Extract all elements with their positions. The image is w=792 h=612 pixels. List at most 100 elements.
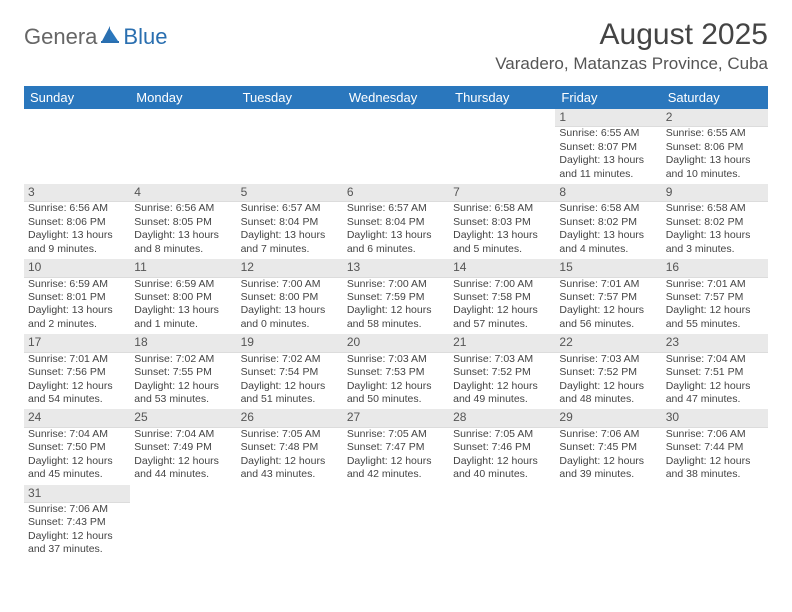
daylight-text: Daylight: 12 hours	[28, 455, 126, 468]
weekday-header: Monday	[130, 86, 236, 109]
logo-text-part1: Genera	[24, 24, 97, 50]
day-detail: Sunrise: 6:58 AMSunset: 8:02 PMDaylight:…	[555, 202, 661, 259]
day-detail: Sunrise: 6:58 AMSunset: 8:02 PMDaylight:…	[662, 202, 768, 259]
daylight-text: Daylight: 12 hours	[241, 380, 339, 393]
day-detail: Sunrise: 7:04 AMSunset: 7:49 PMDaylight:…	[130, 428, 236, 485]
day-detail: Sunrise: 6:55 AMSunset: 8:06 PMDaylight:…	[662, 127, 768, 184]
sunset-text: Sunset: 7:54 PM	[241, 366, 339, 379]
sunrise-text: Sunrise: 6:58 AM	[666, 202, 764, 215]
daylight-text: Daylight: 12 hours	[347, 455, 445, 468]
day-detail: Sunrise: 7:00 AMSunset: 7:59 PMDaylight:…	[343, 278, 449, 335]
day-number: 16	[662, 259, 768, 277]
day-number: 4	[130, 184, 236, 202]
calendar-cell: 3Sunrise: 6:56 AMSunset: 8:06 PMDaylight…	[24, 184, 130, 259]
sunset-text: Sunset: 7:49 PM	[134, 441, 232, 454]
day-number: 21	[449, 334, 555, 352]
daylight-text: and 42 minutes.	[347, 468, 445, 481]
calendar-row: 10Sunrise: 6:59 AMSunset: 8:01 PMDayligh…	[24, 259, 768, 334]
daylight-text: Daylight: 12 hours	[241, 455, 339, 468]
sunrise-text: Sunrise: 7:06 AM	[559, 428, 657, 441]
daylight-text: Daylight: 12 hours	[559, 380, 657, 393]
daylight-text: Daylight: 12 hours	[453, 304, 551, 317]
day-detail: Sunrise: 7:02 AMSunset: 7:55 PMDaylight:…	[130, 353, 236, 410]
weekday-header: Thursday	[449, 86, 555, 109]
calendar-cell: 14Sunrise: 7:00 AMSunset: 7:58 PMDayligh…	[449, 259, 555, 334]
weekday-header-row: Sunday Monday Tuesday Wednesday Thursday…	[24, 86, 768, 109]
calendar-cell	[237, 485, 343, 560]
day-number: 5	[237, 184, 343, 202]
sunset-text: Sunset: 7:52 PM	[559, 366, 657, 379]
sunrise-text: Sunrise: 7:01 AM	[559, 278, 657, 291]
daylight-text: Daylight: 13 hours	[134, 229, 232, 242]
calendar-cell: 13Sunrise: 7:00 AMSunset: 7:59 PMDayligh…	[343, 259, 449, 334]
day-number: 14	[449, 259, 555, 277]
sunrise-text: Sunrise: 6:58 AM	[559, 202, 657, 215]
calendar-row: 3Sunrise: 6:56 AMSunset: 8:06 PMDaylight…	[24, 184, 768, 259]
daylight-text: Daylight: 12 hours	[559, 304, 657, 317]
daylight-text: Daylight: 13 hours	[134, 304, 232, 317]
daylight-text: and 8 minutes.	[134, 243, 232, 256]
calendar-cell	[343, 485, 449, 560]
weekday-header: Friday	[555, 86, 661, 109]
daylight-text: Daylight: 12 hours	[453, 455, 551, 468]
daylight-text: Daylight: 13 hours	[559, 154, 657, 167]
sunset-text: Sunset: 7:51 PM	[666, 366, 764, 379]
calendar-cell: 20Sunrise: 7:03 AMSunset: 7:53 PMDayligh…	[343, 334, 449, 409]
daylight-text: and 49 minutes.	[453, 393, 551, 406]
daylight-text: Daylight: 13 hours	[559, 229, 657, 242]
sunset-text: Sunset: 7:55 PM	[134, 366, 232, 379]
day-detail: Sunrise: 7:01 AMSunset: 7:57 PMDaylight:…	[555, 278, 661, 335]
day-detail: Sunrise: 7:00 AMSunset: 7:58 PMDaylight:…	[449, 278, 555, 335]
calendar-cell	[343, 109, 449, 184]
sunset-text: Sunset: 8:02 PM	[559, 216, 657, 229]
daylight-text: and 51 minutes.	[241, 393, 339, 406]
sunset-text: Sunset: 8:02 PM	[666, 216, 764, 229]
calendar-row: 24Sunrise: 7:04 AMSunset: 7:50 PMDayligh…	[24, 409, 768, 484]
sunset-text: Sunset: 7:44 PM	[666, 441, 764, 454]
day-number: 2	[662, 109, 768, 127]
weekday-header: Wednesday	[343, 86, 449, 109]
calendar-cell: 9Sunrise: 6:58 AMSunset: 8:02 PMDaylight…	[662, 184, 768, 259]
sunset-text: Sunset: 8:00 PM	[241, 291, 339, 304]
sunrise-text: Sunrise: 6:57 AM	[347, 202, 445, 215]
day-detail: Sunrise: 6:56 AMSunset: 8:06 PMDaylight:…	[24, 202, 130, 259]
daylight-text: Daylight: 12 hours	[347, 380, 445, 393]
day-detail: Sunrise: 6:59 AMSunset: 8:01 PMDaylight:…	[24, 278, 130, 335]
daylight-text: Daylight: 12 hours	[559, 455, 657, 468]
weekday-header: Saturday	[662, 86, 768, 109]
sunset-text: Sunset: 7:58 PM	[453, 291, 551, 304]
day-detail: Sunrise: 7:00 AMSunset: 8:00 PMDaylight:…	[237, 278, 343, 335]
daylight-text: Daylight: 13 hours	[453, 229, 551, 242]
sunset-text: Sunset: 8:01 PM	[28, 291, 126, 304]
sunset-text: Sunset: 7:52 PM	[453, 366, 551, 379]
day-number: 13	[343, 259, 449, 277]
daylight-text: and 56 minutes.	[559, 318, 657, 331]
daylight-text: Daylight: 13 hours	[241, 229, 339, 242]
calendar-cell: 12Sunrise: 7:00 AMSunset: 8:00 PMDayligh…	[237, 259, 343, 334]
weekday-header: Sunday	[24, 86, 130, 109]
daylight-text: Daylight: 13 hours	[666, 229, 764, 242]
day-detail: Sunrise: 7:01 AMSunset: 7:56 PMDaylight:…	[24, 353, 130, 410]
day-detail: Sunrise: 7:06 AMSunset: 7:44 PMDaylight:…	[662, 428, 768, 485]
sunrise-text: Sunrise: 7:04 AM	[134, 428, 232, 441]
daylight-text: Daylight: 12 hours	[666, 380, 764, 393]
calendar-cell: 18Sunrise: 7:02 AMSunset: 7:55 PMDayligh…	[130, 334, 236, 409]
daylight-text: and 39 minutes.	[559, 468, 657, 481]
calendar-cell: 2Sunrise: 6:55 AMSunset: 8:06 PMDaylight…	[662, 109, 768, 184]
calendar-cell: 11Sunrise: 6:59 AMSunset: 8:00 PMDayligh…	[130, 259, 236, 334]
daylight-text: and 47 minutes.	[666, 393, 764, 406]
sunrise-text: Sunrise: 6:59 AM	[134, 278, 232, 291]
sunrise-text: Sunrise: 6:57 AM	[241, 202, 339, 215]
daylight-text: and 3 minutes.	[666, 243, 764, 256]
sunset-text: Sunset: 8:00 PM	[134, 291, 232, 304]
day-detail: Sunrise: 7:01 AMSunset: 7:57 PMDaylight:…	[662, 278, 768, 335]
sunset-text: Sunset: 8:03 PM	[453, 216, 551, 229]
calendar-cell: 17Sunrise: 7:01 AMSunset: 7:56 PMDayligh…	[24, 334, 130, 409]
sunrise-text: Sunrise: 7:01 AM	[28, 353, 126, 366]
sunset-text: Sunset: 8:06 PM	[28, 216, 126, 229]
sunset-text: Sunset: 8:06 PM	[666, 141, 764, 154]
day-detail: Sunrise: 7:03 AMSunset: 7:52 PMDaylight:…	[555, 353, 661, 410]
sunrise-text: Sunrise: 7:00 AM	[453, 278, 551, 291]
daylight-text: and 11 minutes.	[559, 168, 657, 181]
day-detail: Sunrise: 6:59 AMSunset: 8:00 PMDaylight:…	[130, 278, 236, 335]
